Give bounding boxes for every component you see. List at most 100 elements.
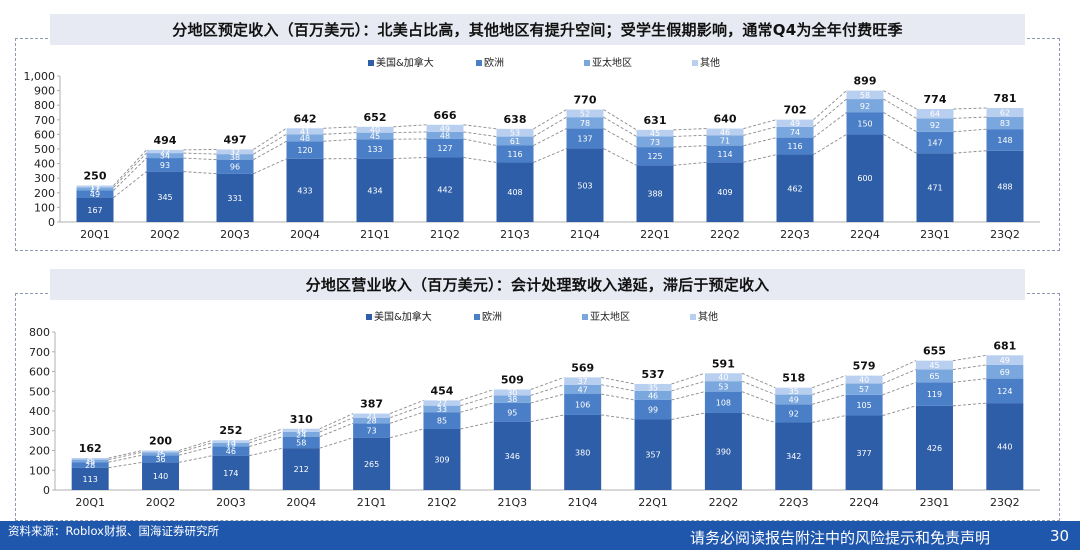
revenue-bar-segment: [493, 402, 531, 422]
revenue-bar-segment: [353, 437, 391, 490]
booking-segment-label: 74: [790, 128, 800, 137]
booking-connector-line: [463, 124, 497, 130]
booking-segment-label: 45: [370, 132, 380, 141]
revenue-connector-line: [178, 439, 213, 451]
revenue-connector-line: [460, 421, 494, 430]
revenue-bar-segment: [986, 364, 1024, 379]
booking-bar-segment: [636, 136, 674, 148]
booking-segment-label: 83: [1000, 119, 1010, 128]
revenue-bar-segment: [915, 360, 953, 370]
revenue-segment-label: 377: [856, 449, 871, 458]
revenue-category-label: 22Q1: [638, 496, 668, 509]
revenue-bar-segment: [845, 383, 883, 395]
revenue-legend-label: 美国&加拿大: [374, 310, 432, 323]
booking-y-tick-label: 1,000: [24, 70, 56, 83]
booking-segment-label: 45: [650, 129, 660, 138]
revenue-total-label: 655: [923, 345, 946, 358]
booking-category-label: 21Q3: [500, 228, 530, 241]
revenue-bar-segment: [634, 390, 672, 400]
booking-bar-segment: [286, 128, 324, 135]
booking-segment-label: 52: [580, 109, 590, 118]
booking-segment-label: 71: [720, 136, 730, 145]
booking-total-label: 781: [994, 92, 1017, 105]
revenue-total-label: 569: [571, 361, 594, 374]
booking-y-tick-label: 600: [34, 128, 55, 141]
booking-segment-label: 150: [857, 119, 872, 128]
booking-total-label: 702: [784, 104, 807, 117]
booking-connector-line: [743, 137, 777, 147]
revenue-connector-line: [601, 393, 635, 401]
booking-segment-label: 92: [930, 121, 940, 130]
booking-bar-segment: [706, 162, 744, 222]
booking-bar-segment: [636, 147, 674, 166]
revenue-segment-label: 95: [507, 408, 517, 417]
revenue-segment-label: 65: [929, 372, 939, 381]
revenue-connector-line: [671, 391, 706, 401]
booking-segment-label: 127: [437, 144, 452, 153]
revenue-connector-line: [530, 377, 565, 390]
booking-segment-label: 73: [650, 138, 660, 147]
revenue-bar-segment: [704, 381, 742, 392]
revenue-bar-segment: [282, 448, 320, 490]
revenue-legend-swatch: [690, 314, 696, 320]
revenue-segment-label: 440: [997, 443, 1012, 452]
booking-bar-segment: [566, 128, 604, 149]
booking-segment-label: 137: [577, 135, 592, 144]
revenue-segment-label: 49: [789, 395, 799, 404]
booking-bar-segment: [636, 129, 674, 137]
booking-segment-label: 46: [720, 128, 730, 137]
booking-connector-line: [743, 154, 777, 163]
revenue-connector-line: [671, 412, 705, 420]
booking-legend-label: 欧洲: [484, 57, 504, 69]
revenue-category-label: 20Q1: [75, 496, 105, 509]
revenue-connector-line: [952, 364, 987, 370]
revenue-segment-label: 108: [716, 398, 731, 407]
booking-segment-label: 471: [927, 184, 942, 193]
booking-connector-line: [113, 149, 147, 186]
revenue-segment-label: 212: [294, 465, 309, 474]
booking-connector-line: [813, 98, 847, 128]
revenue-connector-line: [882, 405, 917, 416]
booking-legend-swatch: [368, 60, 374, 66]
booking-connector-line: [603, 116, 637, 137]
booking-y-tick-label: 300: [34, 172, 55, 185]
booking-y-tick-label: 0: [48, 216, 55, 229]
revenue-segment-label: 30: [507, 388, 517, 397]
booking-segment-label: 78: [580, 119, 590, 128]
booking-y-tick-label: 400: [34, 158, 55, 171]
revenue-bar-segment: [845, 375, 883, 384]
revenue-segment-label: 105: [856, 401, 871, 410]
booking-y-tick-label: 700: [34, 114, 55, 127]
revenue-category-label: 20Q4: [286, 496, 316, 509]
revenue-bar-segment: [142, 450, 180, 453]
booking-connector-line: [743, 119, 777, 129]
booking-connector-line: [253, 133, 287, 155]
revenue-connector-line: [319, 417, 354, 433]
booking-segment-label: 331: [227, 194, 242, 203]
revenue-segment-label: 45: [929, 361, 939, 370]
revenue-bar-segment: [71, 459, 109, 463]
revenue-bar-segment: [423, 412, 461, 429]
booking-legend-swatch: [584, 60, 590, 66]
revenue-category-label: 23Q1: [920, 496, 950, 509]
revenue-bar-segment: [493, 421, 531, 490]
revenue-segment-label: 37: [578, 377, 588, 386]
booking-total-label: 638: [504, 113, 527, 126]
booking-total-label: 774: [924, 93, 947, 106]
booking-category-label: 20Q4: [290, 228, 320, 241]
booking-connector-line: [393, 124, 427, 128]
revenue-y-tick-label: 600: [29, 366, 50, 379]
booking-bar-segment: [846, 99, 884, 113]
booking-bar-segment: [846, 112, 884, 135]
revenue-y-tick-label: 400: [29, 405, 50, 418]
revenue-total-label: 537: [642, 368, 665, 381]
revenue-connector-line: [741, 412, 776, 423]
booking-bar-segment: [986, 150, 1024, 222]
revenue-segment-label: 85: [437, 417, 447, 426]
revenue-connector-line: [882, 360, 917, 377]
booking-legend-swatch: [692, 60, 698, 66]
revenue-bar-segment: [775, 387, 813, 395]
revenue-bar-segment: [986, 355, 1024, 365]
revenue-bar-segment: [423, 428, 461, 490]
booking-segment-label: 503: [577, 181, 592, 190]
